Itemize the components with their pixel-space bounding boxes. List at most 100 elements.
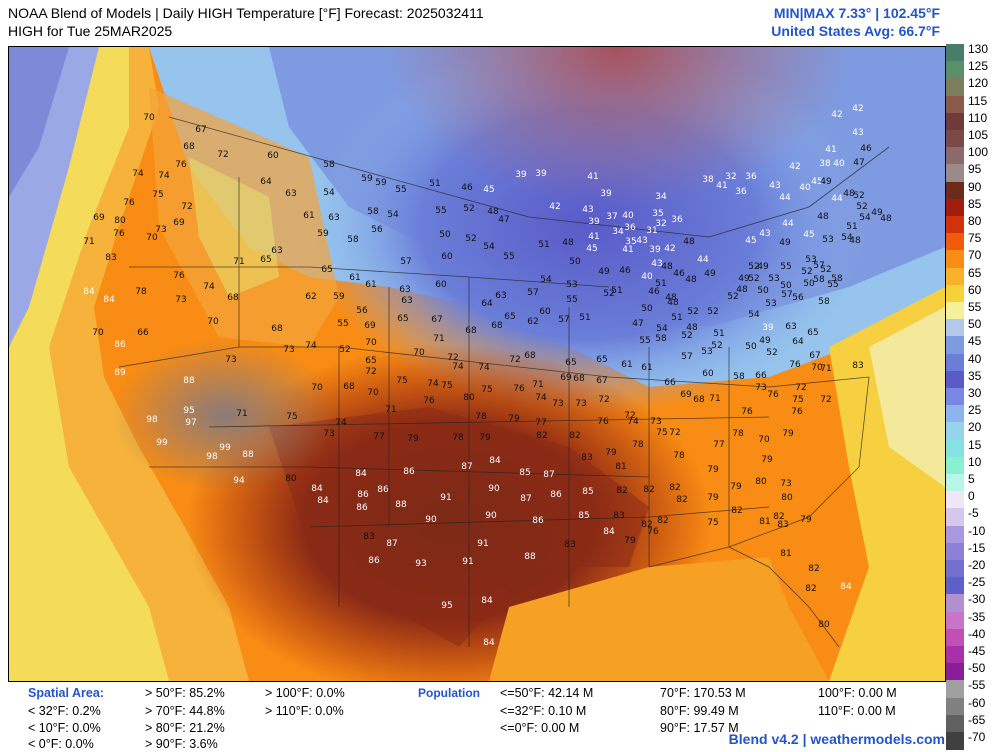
- temperature-value-label: 51: [846, 222, 857, 232]
- credit-footer[interactable]: Blend v4.2 | weathermodels.com: [728, 731, 945, 747]
- temperature-value-label: 58: [347, 235, 359, 245]
- temperature-value-label: 60: [435, 280, 447, 290]
- temperature-value-label: 80: [285, 474, 297, 484]
- temperature-value-label: 39: [588, 217, 600, 227]
- temperature-value-label: 90: [425, 515, 437, 525]
- colorbar-label: -50: [968, 661, 986, 676]
- temperature-value-label: 82: [536, 431, 547, 441]
- temperature-value-label: 34: [655, 192, 667, 202]
- temperature-value-label: 58: [813, 275, 825, 285]
- temperature-value-label: 83: [564, 540, 575, 550]
- colorbar-swatch: [946, 560, 964, 578]
- temperature-value-label: 52: [711, 341, 722, 351]
- temperature-value-label: 79: [605, 448, 617, 458]
- temperature-value-label: 52: [463, 204, 474, 214]
- temperature-value-label: 71: [83, 237, 94, 247]
- temperature-value-label: 76: [173, 271, 185, 281]
- min-max-readout: MIN|MAX 7.33° | 102.45°F: [773, 5, 940, 21]
- temperature-value-label: 83: [363, 532, 374, 542]
- temperature-value-label: 72: [820, 395, 831, 405]
- temperature-value-label: 46: [860, 144, 872, 154]
- temperature-value-label: 39: [515, 170, 527, 180]
- population-heading: Population: [418, 686, 480, 700]
- temperature-value-label: 79: [707, 493, 719, 503]
- temperature-value-label: 46: [461, 183, 473, 193]
- temperature-value-label: 85: [519, 468, 530, 478]
- temperature-value-label: 98: [206, 452, 218, 462]
- temperature-value-label: 94: [233, 476, 245, 486]
- colorbar-swatch: [946, 233, 964, 251]
- temperature-value-label: 70: [143, 113, 155, 123]
- temperature-value-label: 58: [818, 297, 830, 307]
- colorbar-swatch: [946, 714, 964, 733]
- temperature-value-label: 82: [676, 495, 687, 505]
- colorbar-swatch: [946, 628, 964, 647]
- temperature-value-label: 84: [489, 456, 501, 466]
- temperature-value-label: 61: [349, 273, 360, 283]
- temperature-value-label: 41: [716, 181, 727, 191]
- temperature-value-label: 43: [651, 259, 662, 269]
- stat-spatial-lt10: < 10°F: 0.0%: [28, 721, 101, 735]
- stat-spatial-gt80: > 80°F: 21.2%: [145, 721, 225, 735]
- temperature-value-label: 52: [748, 262, 759, 272]
- temperature-value-label: 59: [333, 292, 345, 302]
- temperature-value-label: 60: [539, 307, 551, 317]
- temperature-value-label: 81: [759, 517, 770, 527]
- temperature-value-label: 44: [782, 219, 794, 229]
- temperature-value-label: 78: [673, 451, 685, 461]
- temperature-value-label: 72: [509, 355, 520, 365]
- temperature-value-label: 39: [649, 245, 661, 255]
- temperature-value-label: 54: [323, 188, 335, 198]
- temperature-value-label: 63: [785, 322, 796, 332]
- temperature-value-label: 88: [395, 500, 407, 510]
- temperature-value-label: 82: [569, 431, 580, 441]
- colorbar-swatch: [946, 112, 964, 131]
- temperature-value-label: 79: [707, 465, 719, 475]
- temperature-value-label: 76: [423, 396, 435, 406]
- colorbar-swatch: [946, 216, 964, 234]
- temperature-value-label: 48: [843, 189, 855, 199]
- temperature-value-label: 56: [792, 293, 804, 303]
- temperature-value-label: 74: [158, 171, 170, 181]
- colorbar-label: 115: [968, 93, 988, 108]
- temperature-value-label: 73: [650, 417, 661, 427]
- temperature-value-label: 91: [440, 493, 451, 503]
- temperature-value-label: 52: [687, 307, 698, 317]
- temperature-value-label: 77: [373, 432, 384, 442]
- temperature-value-label: 79: [761, 455, 773, 465]
- colorbar-label: 45: [968, 334, 982, 349]
- stat-pop-80: 80°F: 99.49 M: [660, 704, 739, 718]
- colorbar-label: 50: [968, 317, 982, 332]
- stat-pop-90: 90°F: 17.57 M: [660, 721, 739, 735]
- colorbar-swatch: [946, 336, 964, 355]
- temperature-value-label: 79: [479, 433, 491, 443]
- temperature-value-label: 73: [283, 345, 294, 355]
- temperature-value-label: 38: [819, 159, 831, 169]
- temperature-value-label: 63: [401, 296, 412, 306]
- temperature-value-label: 84: [481, 596, 493, 606]
- temperature-value-label: 66: [137, 328, 149, 338]
- temperature-value-label: 90: [485, 511, 497, 521]
- temperature-value-label: 44: [779, 193, 791, 203]
- temperature-value-label: 55: [337, 319, 348, 329]
- temperature-value-label: 87: [520, 494, 531, 504]
- temperature-value-label: 51: [655, 279, 666, 289]
- temperature-value-label: 72: [795, 383, 806, 393]
- temperature-value-label: 70: [146, 233, 158, 243]
- colorbar-label: -15: [968, 540, 986, 555]
- temperature-value-label: 67: [431, 315, 442, 325]
- temperature-value-label: 70: [367, 388, 379, 398]
- temperature-value-label: 48: [817, 212, 829, 222]
- temperature-value-label: 80: [114, 216, 126, 226]
- colorbar-swatch: [946, 130, 964, 148]
- temperature-value-label: 91: [477, 539, 488, 549]
- colorbar-swatch: [946, 491, 964, 509]
- temperature-value-label: 43: [759, 229, 770, 239]
- temperature-value-label: 46: [619, 266, 631, 276]
- colorbar-label: 15: [968, 437, 982, 452]
- temperature-value-label: 59: [361, 174, 373, 184]
- temperature-value-label: 73: [155, 225, 166, 235]
- temperature-value-label: 44: [831, 194, 843, 204]
- temperature-value-label: 42: [789, 162, 800, 172]
- temperature-value-label: 68: [573, 374, 585, 384]
